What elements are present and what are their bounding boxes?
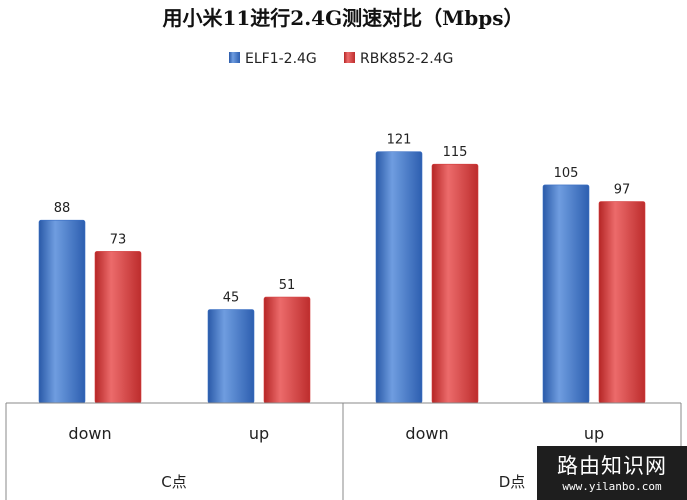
watermark-site-url: www.yilanbo.com bbox=[562, 480, 662, 493]
bar-rbk852-d-up bbox=[598, 201, 646, 404]
watermark-site-name: 路由知识网 bbox=[557, 454, 667, 478]
category-axis: down up down up C点 D点 bbox=[5, 402, 682, 500]
value-labels: 88 45 121 105 73 51 115 97 bbox=[54, 133, 631, 306]
bar-elf1-c-down bbox=[38, 219, 86, 404]
bars bbox=[38, 151, 646, 404]
group-label-d: D点 bbox=[499, 473, 526, 491]
bar-rbk852-d-down bbox=[431, 163, 479, 404]
legend: ELF1-2.4G RBK852-2.4G bbox=[229, 51, 453, 67]
legend-swatch-elf1 bbox=[229, 52, 240, 63]
bar-rbk852-c-down bbox=[94, 251, 142, 404]
bar-elf1-d-up bbox=[542, 184, 590, 404]
legend-swatch-rbk852 bbox=[344, 52, 355, 63]
value-label-rbk852-c-down: 73 bbox=[110, 232, 127, 247]
bar-elf1-c-up bbox=[207, 309, 255, 404]
category-label-c-down: down bbox=[68, 424, 111, 443]
bar-elf1-d-down bbox=[375, 151, 423, 404]
category-label-d-down: down bbox=[405, 424, 448, 443]
legend-label-rbk852: RBK852-2.4G bbox=[360, 51, 453, 67]
value-label-rbk852-c-up: 51 bbox=[279, 278, 296, 293]
value-label-elf1-c-up: 45 bbox=[223, 291, 240, 306]
value-label-rbk852-d-down: 115 bbox=[443, 145, 468, 160]
category-label-c-up: up bbox=[249, 424, 269, 443]
value-label-elf1-d-down: 121 bbox=[387, 133, 412, 148]
legend-label-elf1: ELF1-2.4G bbox=[245, 51, 317, 67]
value-label-elf1-c-down: 88 bbox=[54, 201, 71, 216]
category-label-d-up: up bbox=[584, 424, 604, 443]
bar-rbk852-c-up bbox=[263, 296, 311, 404]
group-label-c: C点 bbox=[161, 473, 186, 491]
chart-title: 用小米11进行2.4G测速对比（Mbps） bbox=[162, 6, 523, 30]
value-label-rbk852-d-up: 97 bbox=[614, 183, 631, 198]
watermark-logo: 路由知识网 www.yilanbo.com bbox=[537, 446, 687, 500]
value-label-elf1-d-up: 105 bbox=[554, 166, 579, 181]
